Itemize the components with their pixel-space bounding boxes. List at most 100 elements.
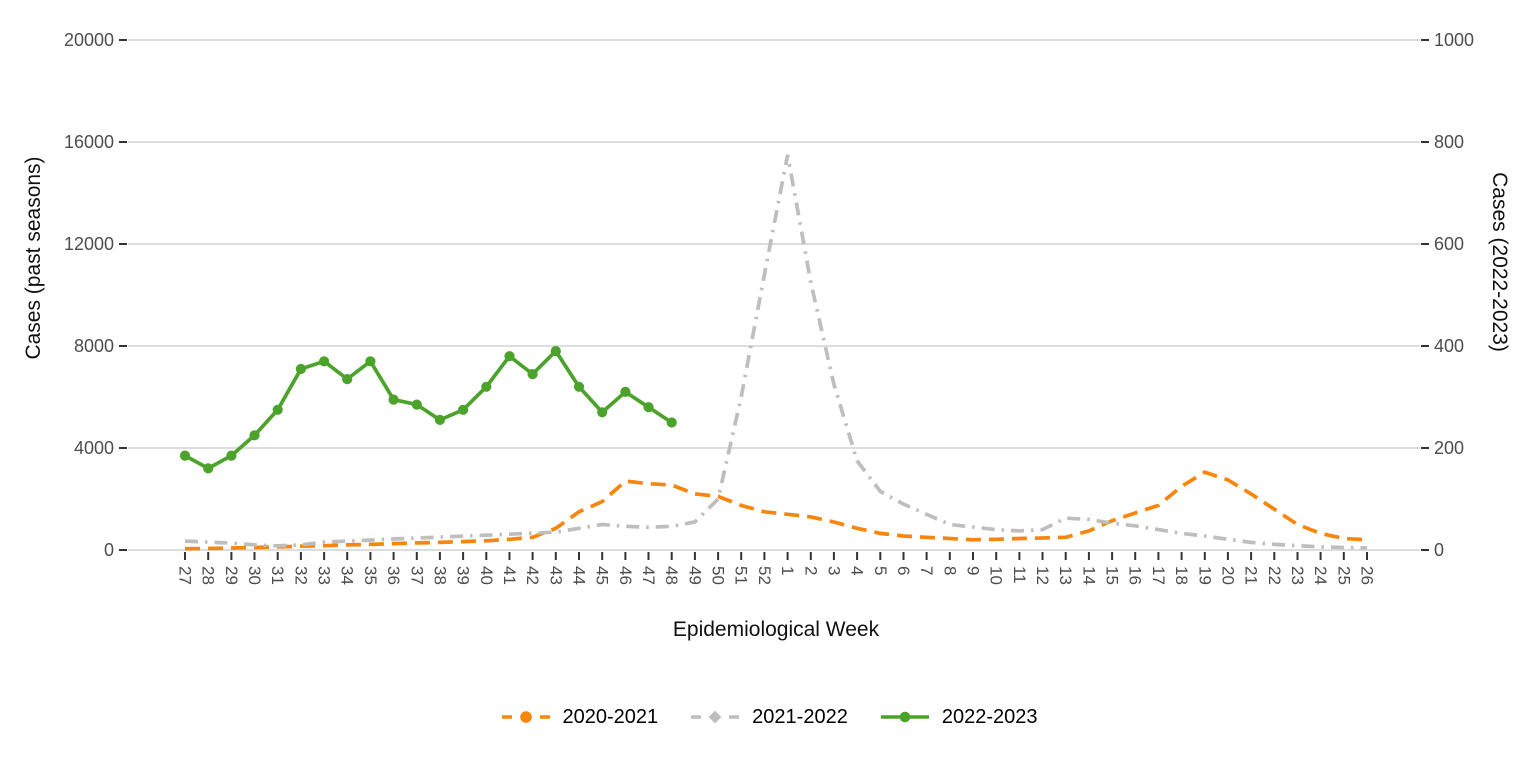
right-tick-label: 200 [1434,438,1464,458]
right-tick-label: 0 [1434,540,1444,560]
x-tick-label: 47 [639,566,658,585]
x-tick-label: 4 [848,566,867,575]
x-tick-label: 41 [500,566,519,585]
x-tick-label: 5 [871,566,890,575]
x-tick-label: 10 [987,566,1006,585]
gridlines [128,39,1420,551]
x-tick-label: 15 [1103,566,1122,585]
x-tick-label: 17 [1149,566,1168,585]
right-tick-label: 400 [1434,336,1464,356]
x-tick-label: 16 [1126,566,1145,585]
legend-label: 2021-2022 [752,705,848,728]
series-line-2020-2021 [184,470,1368,551]
x-tick-label: 11 [1010,566,1029,584]
right-tick-label: 1000 [1434,30,1474,50]
left-axis-title: Cases (past seasons) [22,156,45,360]
x-tick-label: 46 [616,566,635,585]
x-tick-label: 51 [732,566,751,585]
series-line-2021-2022 [184,154,1368,550]
x-tick-label: 50 [709,566,728,585]
right-tick-label: 800 [1434,132,1464,152]
x-tick-label: 25 [1334,566,1353,585]
x-tick-label: 52 [755,566,774,585]
series-2022-2023 [179,346,677,474]
data-point [504,351,515,362]
x-tick-label: 20 [1218,566,1237,585]
left-axis: 0 4000 8000 12000 16000 20000 [64,30,127,560]
legend-label: 2020-2021 [562,705,659,728]
x-tick-label: 38 [430,566,449,585]
x-tick-label: 7 [917,566,936,575]
data-point [550,346,561,357]
legend-key-icon [501,711,550,723]
series-line-2022-2023 [184,348,673,471]
left-tick-label: 20000 [64,30,114,50]
x-tick-label: 24 [1311,566,1330,585]
legend-item-2021-2022: 2021-2022 [688,705,848,729]
right-axis-title: Cases (2022-2023) [1488,172,1511,352]
legend-label: 2022-2023 [941,705,1038,728]
x-tick-label: 33 [315,566,334,585]
x-tick-label: 35 [361,566,380,585]
x-tick-label: 18 [1172,566,1191,585]
data-point [411,399,422,410]
data-point [643,402,654,413]
x-tick-label: 30 [245,566,264,585]
data-point [666,417,677,428]
legend-item-2020-2021: 2020-2021 [499,705,659,729]
legend-key-icon [691,710,740,724]
data-point [620,386,631,397]
x-tick-label: 22 [1265,566,1284,585]
left-tick-label: 16000 [64,132,114,152]
data-point [597,407,608,418]
x-tick-label: 31 [268,566,287,585]
x-tick-label: 6 [894,566,913,575]
x-tick-label: 36 [384,566,403,585]
x-tick-label: 28 [199,566,218,585]
x-tick-label: 40 [477,566,496,585]
data-point [249,430,260,441]
x-tick-label: 34 [338,566,357,585]
data-point [481,381,492,392]
x-tick-label: 12 [1033,566,1052,585]
left-tick-label: 4000 [74,438,114,458]
x-axis-title: Epidemiological Week [672,618,880,641]
legend-key-icon [880,711,929,723]
legend-item-2022-2023: 2022-2023 [878,705,1038,729]
x-tick-label: 3 [824,566,843,575]
data-point [434,414,445,425]
series-2020-2021 [184,470,1368,551]
right-tick-label: 600 [1434,234,1464,254]
data-point [295,363,306,375]
right-axis: 0 200 400 600 800 1000 [1421,30,1474,560]
data-point [458,404,469,415]
x-tick-label: 9 [964,566,983,575]
x-tick-label: 8 [940,566,959,575]
x-tick-label: 2 [801,566,820,575]
data-point [573,381,585,392]
x-tick-label: 14 [1079,566,1098,585]
data-point [179,450,191,461]
data-point [226,450,237,461]
x-axis: 27 28 29 30 31 32 33 34 35 36 37 38 39 40 41 42 43 44 45 46… [176,552,1377,585]
left-tick-label: 0 [104,540,114,560]
data-point [272,404,283,415]
data-point [319,356,330,367]
left-tick-label: 12000 [64,234,114,254]
x-tick-label: 26 [1358,566,1377,585]
x-tick-label: 13 [1056,566,1075,585]
x-tick-label: 45 [593,566,612,585]
x-tick-label: 49 [685,566,704,585]
x-tick-label: 29 [222,566,241,585]
data-point [527,369,538,380]
series-2021-2022 [184,154,1368,550]
chart-legend: 2020-2021 2021-2022 2022-2023 [0,695,1536,739]
data-point [388,394,399,405]
x-tick-label: 37 [407,566,426,585]
x-tick-label: 48 [662,566,681,585]
left-tick-label: 8000 [74,336,114,356]
data-point [203,463,214,474]
x-tick-label: 42 [523,566,542,585]
x-tick-label: 19 [1195,566,1214,585]
